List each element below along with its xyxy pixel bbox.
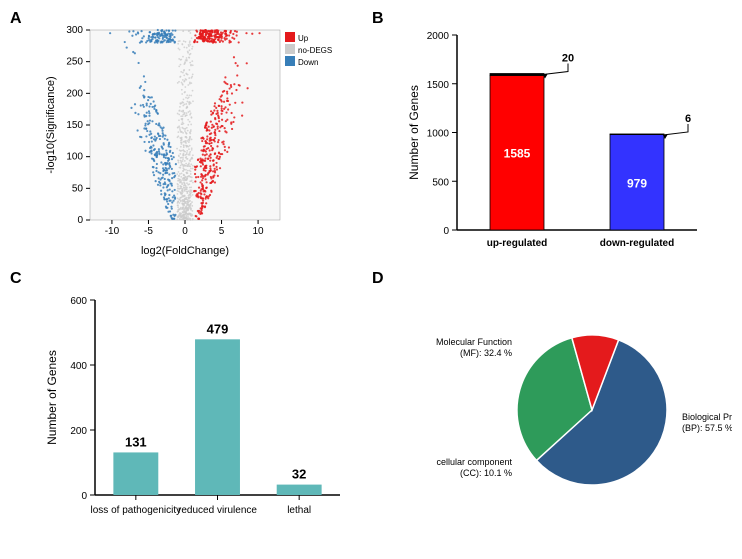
svg-text:250: 250: [66, 57, 83, 68]
svg-text:400: 400: [70, 361, 87, 372]
svg-text:lethal: lethal: [287, 505, 311, 516]
bar-chart-phenotype: 0 200 400 600 Number of Genes 131 loss of path…: [40, 280, 352, 530]
svg-text:979: 979: [627, 176, 647, 190]
svg-text:131: 131: [125, 434, 147, 449]
svg-text:1585: 1585: [504, 147, 531, 161]
svg-text:0: 0: [443, 226, 449, 237]
svg-text:(MF): 32.4 %: (MF): 32.4 %: [460, 348, 512, 358]
svg-text:Biological Process: Biological Process: [682, 412, 732, 422]
panel-b: B 0 500 1000 1500 2000 Number of Genes 20 1585 u…: [372, 10, 732, 260]
svg-text:600: 600: [70, 296, 87, 307]
svg-text:loss of pathogenicity: loss of pathogenicity: [91, 505, 182, 516]
panel-d: D Biological Process(BP): 57.5 % Molecula…: [372, 270, 732, 530]
svg-text:0: 0: [182, 226, 188, 237]
svg-text:(BP): 57.5 %: (BP): 57.5 %: [682, 423, 732, 433]
svg-text:1500: 1500: [427, 80, 450, 91]
svg-text:no-DEGS: no-DEGS: [298, 46, 332, 55]
svg-text:-5: -5: [144, 226, 153, 237]
svg-text:100: 100: [66, 152, 83, 163]
panel-c-label: C: [10, 270, 22, 288]
svg-text:log2(FoldChange): log2(FoldChange): [141, 245, 229, 257]
svg-text:0: 0: [77, 215, 83, 226]
panel-a-label: A: [10, 10, 22, 28]
svg-text:5: 5: [219, 226, 225, 237]
svg-text:(CC): 10.1 %: (CC): 10.1 %: [460, 468, 512, 478]
svg-text:0: 0: [81, 491, 87, 502]
svg-text:300: 300: [66, 25, 83, 36]
svg-text:200: 200: [66, 88, 83, 99]
svg-text:6: 6: [685, 113, 691, 125]
svg-text:-10: -10: [105, 226, 120, 237]
svg-text:down-regulated: down-regulated: [600, 238, 674, 249]
svg-text:reduced virulence: reduced virulence: [178, 505, 257, 516]
bar-chart-genes: 0 500 1000 1500 2000 Number of Genes 20 1585 up-…: [402, 20, 732, 260]
svg-text:1000: 1000: [427, 129, 450, 140]
svg-text:479: 479: [207, 321, 229, 336]
svg-text:2000: 2000: [427, 31, 450, 42]
svg-text:Number of Genes: Number of Genes: [407, 85, 421, 180]
svg-text:Molecular Function: Molecular Function: [436, 337, 512, 347]
panel-c: C 0 200 400 600 Number of Genes 131 loss of pa…: [10, 270, 352, 530]
svg-text:Down: Down: [298, 58, 318, 67]
svg-text:cellular component: cellular component: [436, 457, 512, 467]
svg-text:Number of Genes: Number of Genes: [45, 350, 59, 445]
panel-d-label: D: [372, 270, 384, 288]
volcano-plot: -10-50510050100150200250300log2(FoldChan…: [40, 20, 352, 260]
svg-text:500: 500: [432, 177, 449, 188]
svg-text:20: 20: [562, 53, 574, 65]
svg-text:32: 32: [292, 467, 306, 482]
panel-a: A -10-50510050100150200250300log2(FoldCh…: [10, 10, 352, 260]
svg-text:50: 50: [72, 183, 84, 194]
svg-text:200: 200: [70, 426, 87, 437]
svg-text:up-regulated: up-regulated: [487, 238, 548, 249]
svg-text:-log10(Significance): -log10(Significance): [45, 76, 57, 173]
panel-b-label: B: [372, 10, 384, 28]
svg-text:10: 10: [253, 226, 265, 237]
svg-text:Up: Up: [298, 34, 309, 43]
figure-grid: A -10-50510050100150200250300log2(FoldCh…: [10, 10, 732, 530]
pie-chart-go: Biological Process(BP): 57.5 % Molecular …: [402, 280, 732, 530]
svg-text:150: 150: [66, 120, 83, 131]
